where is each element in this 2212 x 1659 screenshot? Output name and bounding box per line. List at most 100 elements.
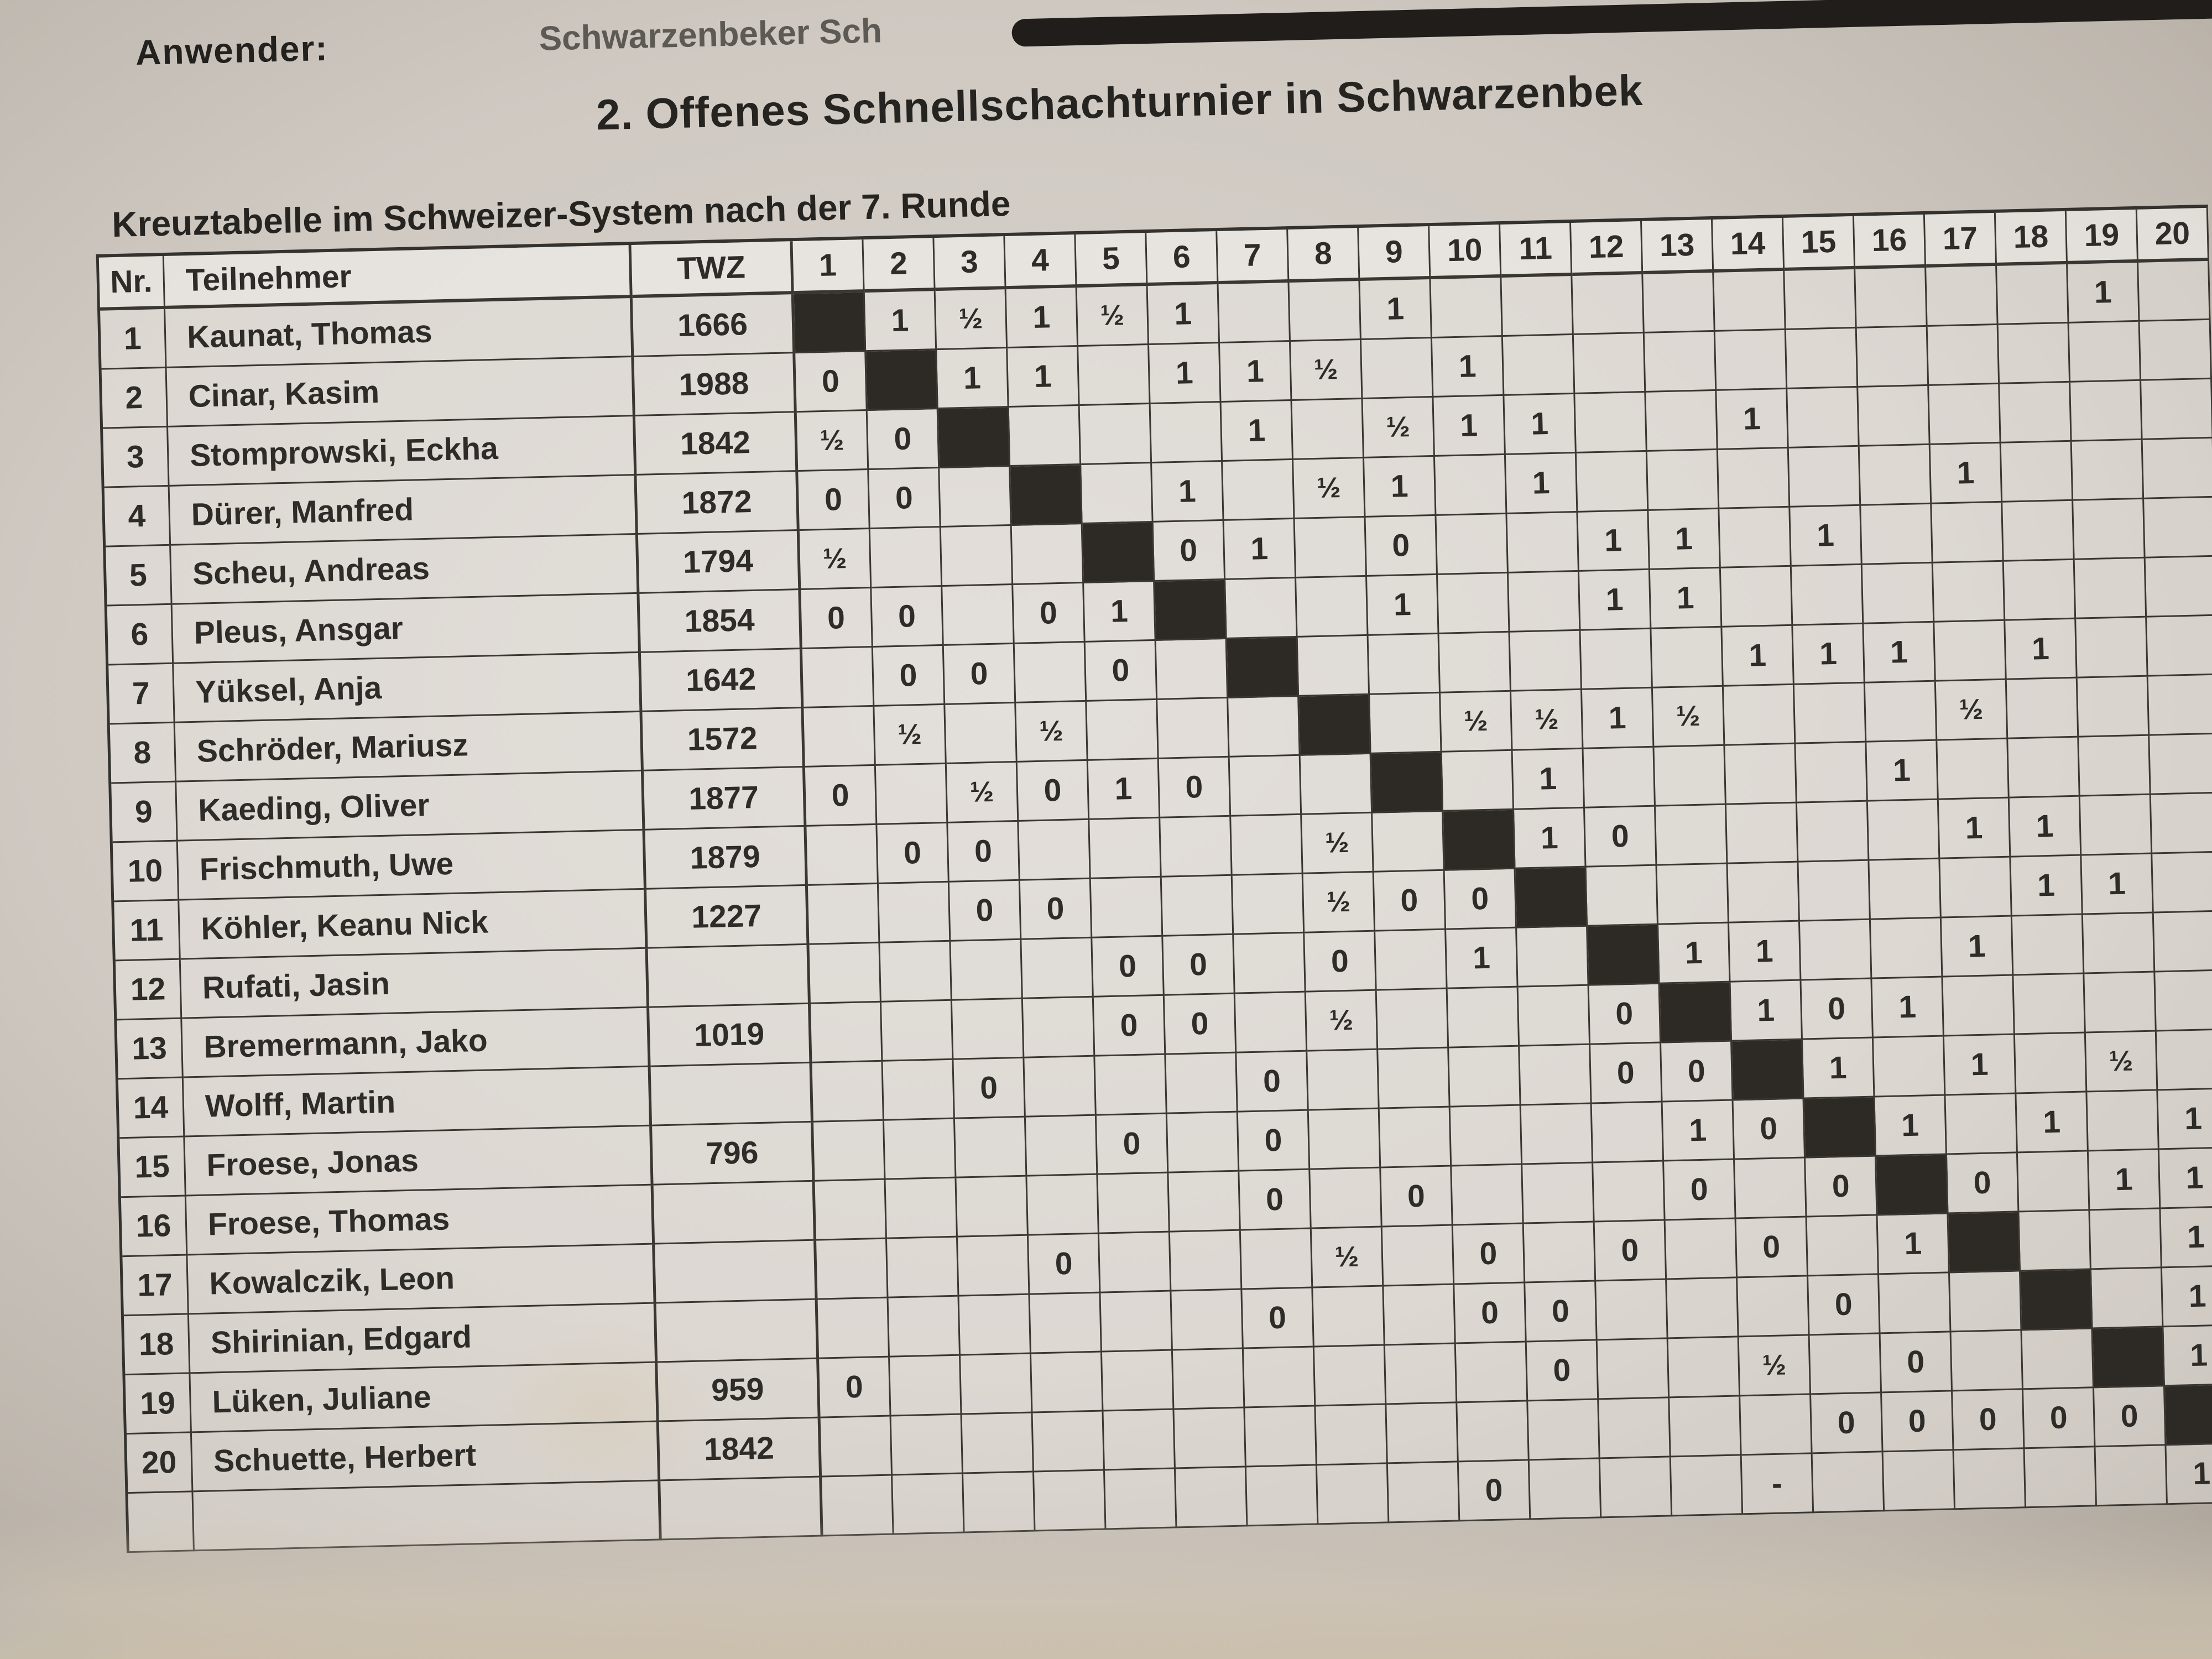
result-cell-8-vs-4: ½: [1016, 701, 1088, 763]
result-cell-16-vs-5: [1098, 1173, 1170, 1234]
result-cell-17-vs-14: 0: [1736, 1217, 1809, 1279]
player-rating: 1854: [639, 589, 802, 653]
result-cell-17-vs-20: 1: [2161, 1207, 2212, 1269]
result-cell-5-vs-13: 1: [1648, 509, 1721, 570]
result-cell-16-vs-15: 0: [1806, 1156, 1878, 1218]
result-cell-10-vs-6: [1160, 816, 1233, 878]
result-cell-17-vs-12: 0: [1594, 1220, 1667, 1282]
result-cell-8-vs-12: 1: [1582, 688, 1655, 749]
result-cell-19-vs-9: [1385, 1344, 1458, 1405]
result-cell-x-vs-8: [1317, 1464, 1390, 1525]
result-cell-6-vs-14: [1720, 566, 1793, 628]
result-cell-20-vs-2: [891, 1415, 964, 1476]
result-cell-9-vs-2: [875, 764, 948, 825]
result-cell-10-vs-4: [1019, 820, 1091, 881]
result-cell-16-vs-3: [956, 1176, 1029, 1238]
result-cell-7-vs-4: [1014, 642, 1087, 703]
result-cell-4-vs-1: 0: [798, 470, 870, 531]
result-cell-16-vs-4: [1027, 1175, 1099, 1236]
header-round-3: 3: [934, 236, 1006, 291]
result-cell-4-vs-20: [2142, 438, 2212, 499]
result-cell-3-vs-5: [1079, 404, 1152, 465]
player-nr: 19: [125, 1374, 192, 1435]
result-cell-15-vs-1: [813, 1120, 886, 1182]
diagonal-cell: [1876, 1155, 1949, 1216]
result-cell-3-vs-13: [1646, 390, 1718, 452]
player-name: Lüken, Juliane: [190, 1363, 659, 1433]
result-cell-14-vs-15: 1: [1803, 1038, 1875, 1099]
diagonal-cell: [2164, 1385, 2212, 1446]
player-name: Kaunat, Thomas: [165, 298, 634, 368]
result-cell-3-vs-11: 1: [1504, 394, 1577, 455]
result-cell-7-vs-5: 0: [1085, 640, 1158, 702]
result-cell-12-vs-9: [1375, 930, 1448, 991]
result-cell-16-vs-7: 0: [1239, 1170, 1312, 1231]
result-cell-4-vs-5: [1081, 463, 1154, 524]
result-cell-9-vs-4: 0: [1017, 760, 1090, 822]
result-cell-10-vs-19: [2080, 795, 2153, 856]
header-round-10: 10: [1430, 225, 1502, 279]
result-cell-15-vs-13: 1: [1662, 1100, 1735, 1162]
result-cell-19-vs-17: [1951, 1331, 2024, 1392]
diagonal-cell: [1227, 637, 1300, 698]
result-cell-x-vs-4: [1034, 1470, 1107, 1532]
result-cell-9-vs-11: 1: [1512, 749, 1585, 810]
result-cell-8-vs-16: [1865, 681, 1938, 743]
result-cell-x-vs-6: [1175, 1467, 1248, 1528]
result-cell-9-vs-19: [2079, 735, 2151, 797]
result-cell-4-vs-14: [1718, 448, 1791, 509]
result-cell-8-vs-9: [1370, 693, 1442, 754]
result-cell-5-vs-6: 0: [1153, 520, 1226, 582]
result-cell-13-vs-5: 0: [1093, 995, 1166, 1057]
result-cell-9-vs-13: [1654, 745, 1726, 807]
result-cell-1-vs-6: 1: [1147, 284, 1220, 346]
result-cell-20-vs-10: [1457, 1401, 1530, 1463]
result-cell-14-vs-3: 0: [953, 1058, 1026, 1119]
result-cell-19-vs-2: [890, 1355, 962, 1417]
player-nr: 10: [112, 841, 180, 902]
result-cell-6-vs-7: [1225, 578, 1298, 639]
result-cell-5-vs-16: [1861, 504, 1933, 565]
result-cell-13-vs-8: ½: [1306, 990, 1379, 1052]
result-cell-11-vs-9: 0: [1374, 870, 1447, 932]
header-round-18: 18: [1995, 211, 2068, 266]
result-cell-13-vs-17: [1943, 975, 2015, 1037]
result-cell-3-vs-12: [1575, 392, 1647, 453]
result-cell-11-vs-14: [1728, 862, 1800, 924]
result-cell-16-vs-14: [1735, 1158, 1807, 1219]
result-cell-12-vs-17: 1: [1941, 916, 2014, 978]
result-cell-20-vs-5: [1103, 1410, 1176, 1471]
result-cell-9-vs-16: 1: [1866, 740, 1939, 802]
result-cell-3-vs-6: [1150, 402, 1223, 463]
result-cell-10-vs-13: [1655, 805, 1728, 866]
result-cell-18-vs-14: [1738, 1276, 1810, 1338]
result-cell-10-vs-16: [1867, 800, 1940, 861]
result-cell-12-vs-10: 1: [1446, 928, 1519, 989]
diagonal-cell: [1804, 1097, 1877, 1159]
result-cell-11-vs-3: 0: [949, 880, 1022, 942]
result-cell-7-vs-9: [1368, 634, 1441, 695]
result-cell-4-vs-11: 1: [1505, 453, 1578, 514]
result-cell-1-vs-8: [1289, 281, 1361, 342]
result-cell-16-vs-13: 0: [1664, 1160, 1736, 1221]
result-cell-x-vs-11: [1529, 1459, 1602, 1520]
result-cell-10-vs-3: 0: [948, 821, 1020, 883]
result-cell-19-vs-1: 0: [819, 1357, 891, 1418]
result-cell-5-vs-18: [2002, 500, 2075, 562]
result-cell-11-vs-2: [878, 882, 951, 943]
result-cell-20-vs-16: 0: [1882, 1391, 1954, 1453]
result-cell-8-vs-3: [945, 703, 1018, 764]
result-cell-2-vs-14: [1715, 330, 1788, 391]
result-cell-9-vs-1: 0: [805, 765, 878, 827]
player-rating: 1988: [634, 353, 797, 416]
player-rating: 1879: [645, 826, 808, 890]
result-cell-19-vs-3: [961, 1354, 1033, 1415]
result-cell-15-vs-4: [1025, 1115, 1098, 1177]
result-cell-7-vs-3: 0: [943, 644, 1016, 705]
result-cell-19-vs-18: [2022, 1329, 2094, 1390]
result-cell-9-vs-6: 0: [1159, 757, 1232, 818]
result-cell-15-vs-7: 0: [1238, 1110, 1311, 1172]
result-cell-17-vs-19: [2090, 1209, 2162, 1270]
player-name: Scheu, Andreas: [171, 534, 640, 605]
result-cell-12-vs-5: 0: [1092, 936, 1165, 998]
